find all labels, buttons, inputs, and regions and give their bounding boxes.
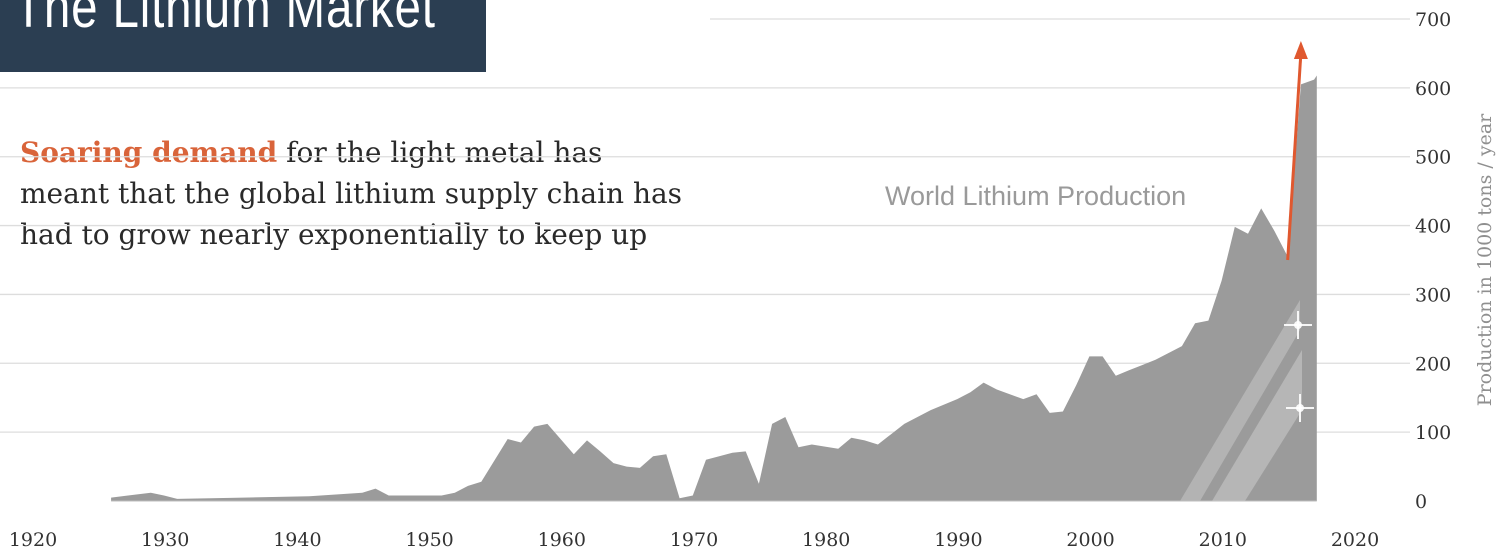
subtitle-accent: Soaring demand <box>20 136 278 169</box>
area-series <box>111 75 1317 502</box>
x-axis-ticks: 1920 1930 1940 1950 1960 1970 1980 1990 2000 2010… <box>9 529 1379 551</box>
y-tick-200: 200 <box>1415 353 1451 375</box>
subtitle-line-1-rest: for the light metal has <box>277 136 603 169</box>
x-tick-1960: 1960 <box>538 529 586 551</box>
series-label: World Lithium Production <box>885 181 1186 211</box>
trend-stripe-1 <box>1180 300 1300 501</box>
subtitle-line-2: meant that the global lithium supply cha… <box>20 177 683 210</box>
arrow-head <box>1293 41 1308 60</box>
arrow-shaft <box>1286 52 1303 261</box>
trend-stripes <box>1180 300 1314 501</box>
x-tick-1920: 1920 <box>9 529 57 551</box>
x-tick-1980: 1980 <box>802 529 850 551</box>
subtitle-line-3: had to grow nearly exponentially to keep… <box>20 218 648 251</box>
x-tick-2020: 2020 <box>1331 529 1379 551</box>
page-title: The Lithium Market <box>14 0 436 40</box>
y-tick-300: 300 <box>1415 284 1451 306</box>
x-tick-1940: 1940 <box>273 529 321 551</box>
trend-arrow <box>1286 41 1308 261</box>
y-tick-0: 0 <box>1415 491 1427 513</box>
production-area <box>111 75 1317 501</box>
x-tick-1950: 1950 <box>405 529 453 551</box>
y-tick-600: 600 <box>1415 78 1451 100</box>
subtitle-line-1: Soaring demand for the light metal has <box>20 132 760 173</box>
y-axis-label: Production in 1000 tons / year <box>1474 113 1496 406</box>
trend-stripe-2 <box>1212 350 1302 501</box>
y-tick-400: 400 <box>1415 216 1451 238</box>
sparkle-1 <box>1284 311 1312 339</box>
x-tick-2000: 2000 <box>1066 529 1114 551</box>
y-axis-ticks: 0 100 200 300 400 500 600 700 <box>1415 9 1451 513</box>
y-tick-700: 700 <box>1415 9 1451 31</box>
y-tick-100: 100 <box>1415 422 1451 444</box>
x-tick-1970: 1970 <box>670 529 718 551</box>
gridlines <box>0 18 1410 433</box>
x-tick-2010: 2010 <box>1199 529 1247 551</box>
x-tick-1930: 1930 <box>141 529 189 551</box>
sparkle-2 <box>1286 394 1314 422</box>
y-tick-500: 500 <box>1415 147 1451 169</box>
subtitle-text: Soaring demand for the light metal has m… <box>20 132 760 255</box>
x-tick-1990: 1990 <box>934 529 982 551</box>
title-banner: The Lithium Market <box>0 0 486 72</box>
